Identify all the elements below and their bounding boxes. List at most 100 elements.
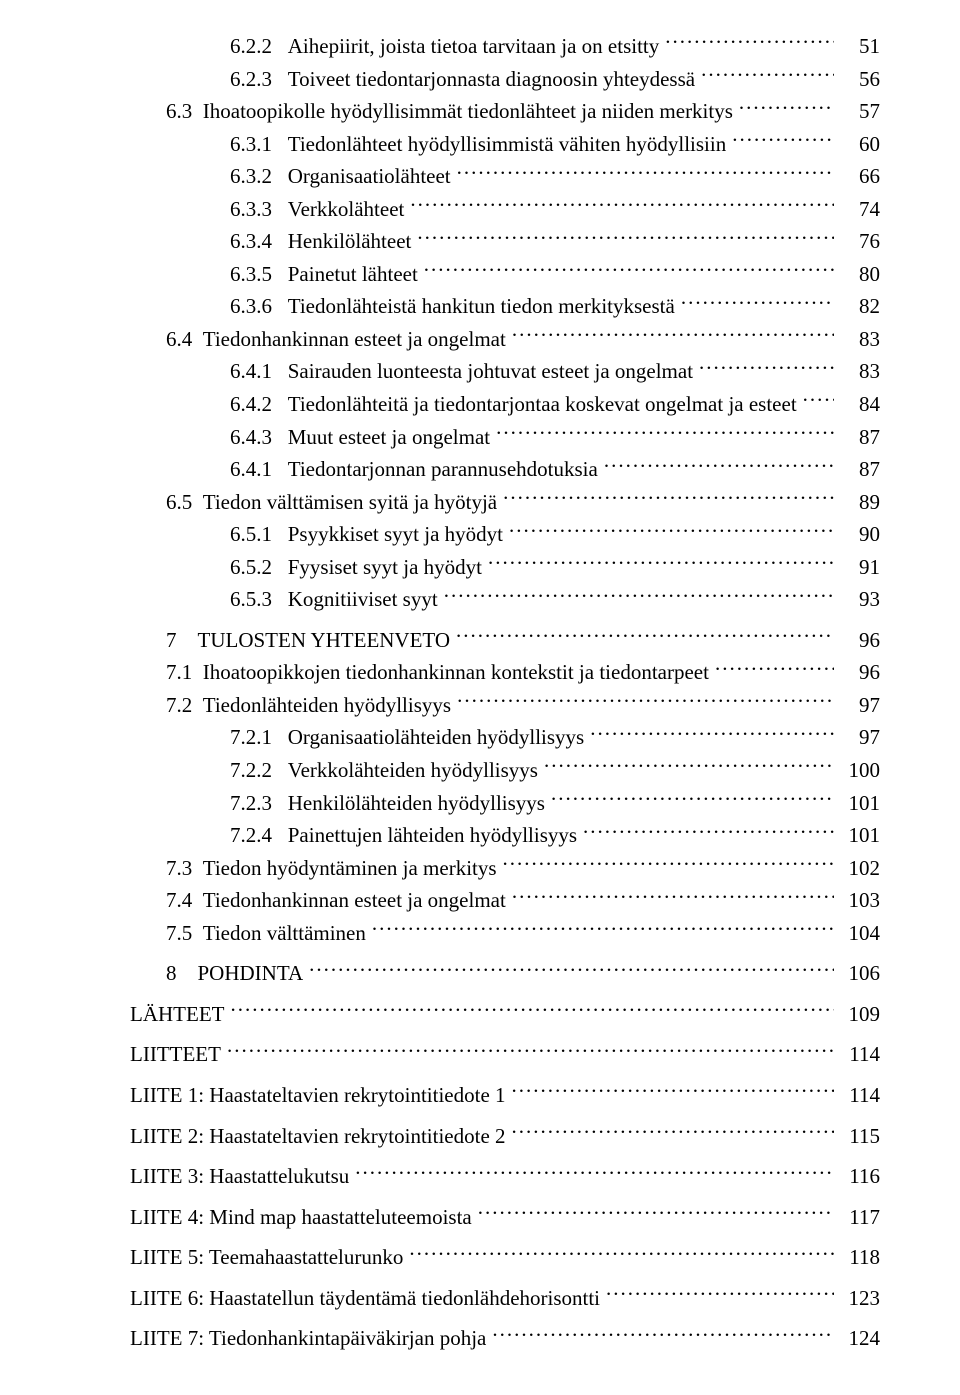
toc-entry-number: 6.3.2 (230, 164, 272, 188)
toc-entry-sep (272, 823, 288, 847)
toc-entry-sep (272, 791, 288, 815)
toc-entry-title: Psyykkiset syyt ja hyödyt (288, 522, 503, 546)
toc-entry-sep (272, 164, 288, 188)
toc-entry-number: 6.5.3 (230, 587, 272, 611)
toc-entry-title: Tiedonhankinnan esteet ja ongelmat (203, 888, 506, 912)
toc-entry-label: LIITE 2: Haastateltavien rekrytointitied… (130, 1120, 512, 1153)
toc-entry-number: 6.2.3 (230, 67, 272, 91)
toc-entry: 6.4.3 Muut esteet ja ongelmat 87 (230, 421, 880, 454)
toc-entry-label: LÄHTEET (130, 998, 230, 1031)
toc-entry-number: 6.3.4 (230, 229, 272, 253)
toc-leader-dots (512, 886, 834, 907)
toc-entry-sep (272, 262, 288, 286)
toc-entry-number: 7.5 (166, 921, 192, 945)
toc-entry-sep (177, 628, 198, 652)
toc-entry-sep (272, 294, 288, 318)
toc-entry: 6.3.5 Painetut lähteet 80 (230, 258, 880, 291)
toc-entry-title: LIITE 7: Tiedonhankintapäiväkirjan pohja (130, 1326, 486, 1350)
toc-entry-page: 109 (834, 998, 880, 1031)
toc-leader-dots (715, 658, 834, 679)
toc-entry-title: Painetut lähteet (288, 262, 418, 286)
toc-entry-page: 117 (834, 1201, 880, 1234)
toc-leader-dots (509, 520, 834, 541)
toc-entry-label: 7.3 Tiedon hyödyntäminen ja merkitys (166, 852, 503, 885)
toc-entry-sep (192, 888, 203, 912)
toc-entry-label: 7.2.4 Painettujen lähteiden hyödyllisyys (230, 819, 583, 852)
toc-entry: LIITE 2: Haastateltavien rekrytointitied… (130, 1120, 880, 1153)
toc-entry-label: 6.4.1 Sairauden luonteesta johtuvat este… (230, 355, 699, 388)
toc-entry-page: 56 (834, 63, 880, 96)
toc-entry-label: 6.3.2 Organisaatiolähteet (230, 160, 457, 193)
toc-entry-page: 97 (834, 721, 880, 754)
toc-entry-title: Ihoatoopikolle hyödyllisimmät tiedonläht… (203, 99, 733, 123)
toc-entry-page: 100 (834, 754, 880, 787)
toc-leader-dots (496, 423, 834, 444)
toc-entry-label: LIITTEET (130, 1038, 227, 1071)
toc-entry-title: Tiedonlähteiden hyödyllisyys (203, 693, 451, 717)
toc-entry-label: 6.3.5 Painetut lähteet (230, 258, 424, 291)
toc-entry-sep (192, 660, 203, 684)
toc-entry-title: Henkilölähteet (288, 229, 412, 253)
toc-entry-number: 6.4.1 (230, 359, 272, 383)
toc-entry-label: 6.2.2 Aihepiirit, joista tietoa tarvitaa… (230, 30, 665, 63)
toc-entry: LÄHTEET 109 (130, 998, 880, 1031)
toc-entry-title: Sairauden luonteesta johtuvat esteet ja … (288, 359, 693, 383)
toc-entry-title: LÄHTEET (130, 1002, 224, 1026)
toc-leader-dots (488, 553, 834, 574)
toc-entry-sep (272, 229, 288, 253)
toc-leader-dots (478, 1203, 834, 1224)
toc-entry-page: 80 (834, 258, 880, 291)
toc-entry-page: 104 (834, 917, 880, 950)
toc-entry-number: 6.5.1 (230, 522, 272, 546)
toc-leader-dots (604, 455, 834, 476)
toc-entry-number: 8 (166, 961, 177, 985)
toc-entry-label: 6.4.3 Muut esteet ja ongelmat (230, 421, 496, 454)
toc-entry-label: LIITE 4: Mind map haastatteluteemoista (130, 1201, 478, 1234)
toc-entry: LIITE 6: Haastatellun täydentämä tiedonl… (130, 1282, 880, 1315)
toc-leader-dots (457, 162, 834, 183)
toc-entry-title: Tiedon välttämisen syitä ja hyötyjä (203, 490, 497, 514)
toc-page: 6.2.2 Aihepiirit, joista tietoa tarvitaa… (0, 0, 960, 1395)
toc-entry-number: 7.2.4 (230, 823, 272, 847)
toc-entry-page: 83 (834, 355, 880, 388)
toc-entry-title: Tiedontarjonnan parannusehdotuksia (288, 457, 598, 481)
toc-entry-page: 118 (834, 1241, 880, 1274)
toc-entry-label: 6.3.6 Tiedonlähteistä hankitun tiedon me… (230, 290, 681, 323)
toc-entry: LIITE 1: Haastateltavien rekrytointitied… (130, 1079, 880, 1112)
toc-entry-title: Kognitiiviset syyt (288, 587, 438, 611)
toc-entry-page: 87 (834, 421, 880, 454)
toc-entry-page: 96 (834, 624, 880, 657)
toc-entry-page: 102 (834, 852, 880, 885)
toc-entry-label: 7.1 Ihoatoopikkojen tiedonhankinnan kont… (166, 656, 715, 689)
toc-leader-dots (372, 919, 834, 940)
toc-leader-dots (456, 626, 834, 647)
toc-leader-dots (681, 292, 834, 313)
toc-entry-page: 91 (834, 551, 880, 584)
toc-entry: 8 POHDINTA106 (166, 957, 880, 990)
toc-entry-number: 6.4 (166, 327, 192, 351)
toc-entry-label: LIITE 7: Tiedonhankintapäiväkirjan pohja (130, 1322, 492, 1355)
toc-entry: 7.2.2 Verkkolähteiden hyödyllisyys100 (230, 754, 880, 787)
toc-entry: 6.5.1 Psyykkiset syyt ja hyödyt90 (230, 518, 880, 551)
toc-entry-title: LIITE 4: Mind map haastatteluteemoista (130, 1205, 472, 1229)
toc-entry-number: 6.2.2 (230, 34, 272, 58)
toc-entry-page: 60 (834, 128, 880, 161)
toc-entry-label: 6.5.2 Fyysiset syyt ja hyödyt (230, 551, 488, 584)
toc-entry-title: Tiedon hyödyntäminen ja merkitys (203, 856, 497, 880)
toc-entry-page: 87 (834, 453, 880, 486)
toc-entry-number: 6.3 (166, 99, 192, 123)
toc-entry-title: Toiveet tiedontarjonnasta diagnoosin yht… (288, 67, 695, 91)
toc-entry: 7.5 Tiedon välttäminen104 (166, 917, 880, 950)
toc-entry-title: Henkilölähteiden hyödyllisyys (288, 791, 545, 815)
toc-entry-number: 7 (166, 628, 177, 652)
toc-entry-page: 84 (834, 388, 880, 421)
toc-entry-number: 6.5.2 (230, 555, 272, 579)
toc-entry-page: 83 (834, 323, 880, 356)
toc-entry: 6.3.4 Henkilölähteet76 (230, 225, 880, 258)
toc-entry-sep (272, 67, 288, 91)
toc-entry: 6.5.2 Fyysiset syyt ja hyödyt 91 (230, 551, 880, 584)
toc-leader-dots (230, 1000, 834, 1021)
toc-entry: 6.4.2 Tiedonlähteitä ja tiedontarjontaa … (230, 388, 880, 421)
toc-entry-number: 6.3.5 (230, 262, 272, 286)
toc-leader-dots (503, 488, 834, 509)
